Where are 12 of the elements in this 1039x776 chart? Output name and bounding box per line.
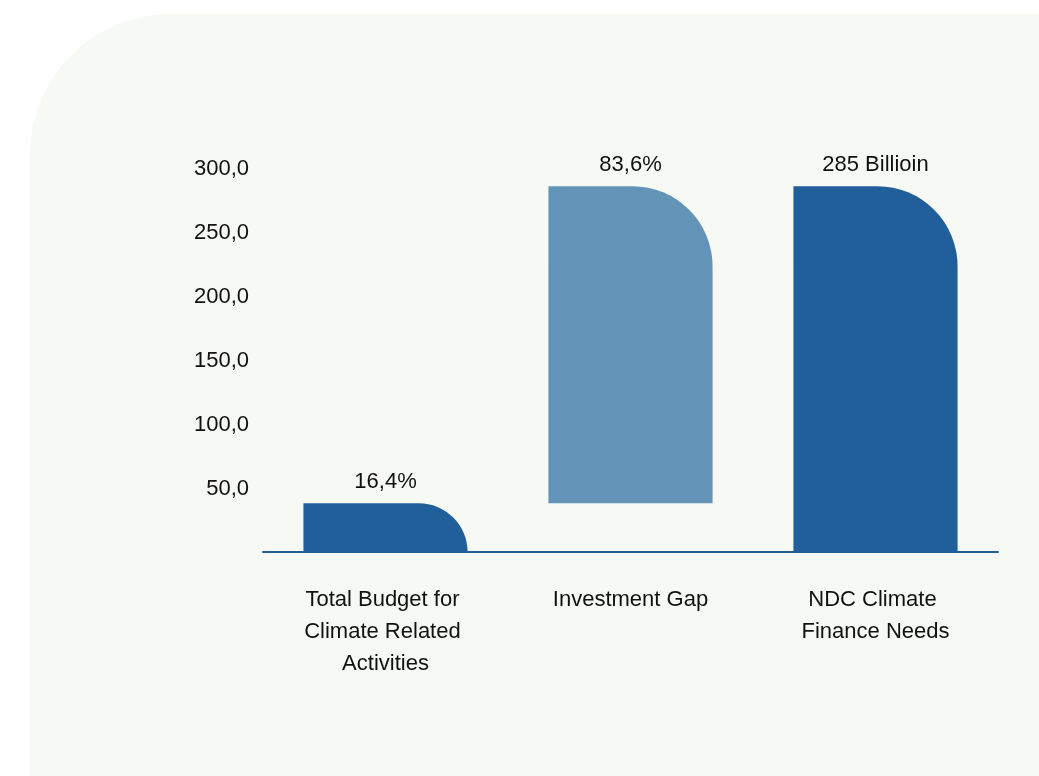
y-tick-label: 100,0 [193, 411, 249, 437]
annotation: 83,6% [599, 150, 662, 176]
y-tick-label: 200,0 [193, 282, 249, 308]
data-label: 285 Billioin [822, 150, 929, 176]
annotation: 16,4% [354, 467, 417, 493]
y-tick-label: 250,0 [193, 218, 249, 244]
x-tick-label: Total Budget for Climate Related Activities [304, 585, 467, 675]
x-tick-label: NDC Climate Finance Needs [801, 585, 950, 643]
x-tick-label: Investment Gap [552, 585, 709, 611]
y-tick-label: 150,0 [193, 347, 249, 372]
y-tick-label: 300,0 [193, 154, 249, 180]
y-tick-label: 50,0 [206, 475, 249, 501]
